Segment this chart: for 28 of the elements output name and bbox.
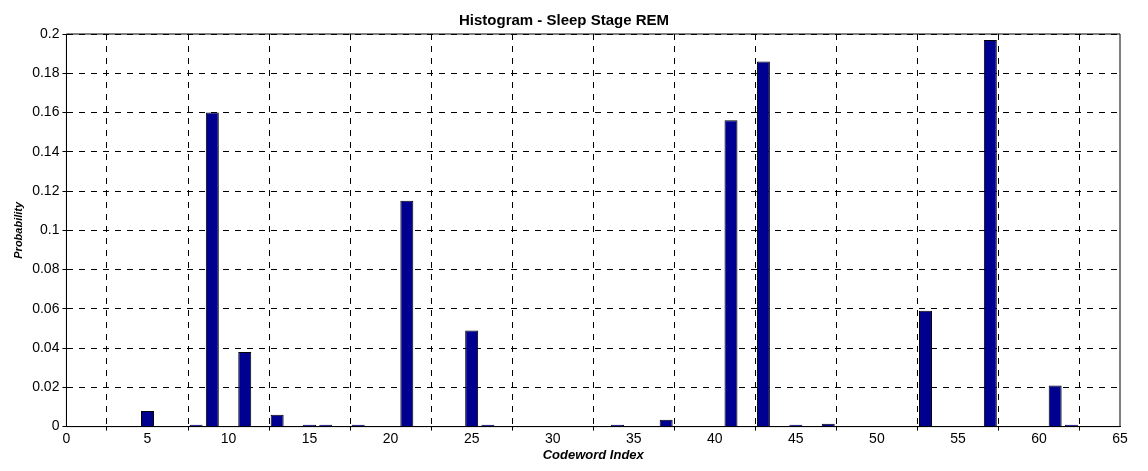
y-tick-label: 0.2: [39, 24, 60, 41]
y-tick-label: 0.06: [32, 299, 60, 316]
x-tick-label: 15: [301, 429, 318, 446]
y-tick-label: 0.02: [32, 378, 60, 395]
x-tick-label: 50: [869, 429, 885, 446]
y-tick-label: 0.18: [32, 64, 60, 81]
y-tick-label: 0.1: [39, 221, 60, 238]
x-tick-label: 55: [950, 429, 966, 446]
x-axis-title: Codeword Index: [542, 446, 645, 462]
x-tick-label: 25: [463, 429, 480, 446]
y-tick-label: 0: [51, 417, 60, 434]
y-tick-label: 0.14: [32, 142, 60, 159]
x-tick-label: 35: [625, 429, 642, 446]
x-tick-label: 10: [220, 429, 237, 446]
y-tick-label: 0.12: [32, 181, 60, 198]
x-tick-label: 60: [1031, 429, 1047, 446]
y-tick-label: 0.08: [32, 260, 60, 277]
x-tick-label: 5: [143, 429, 152, 446]
x-tick-label: 45: [788, 429, 804, 446]
x-tick-label: 30: [544, 429, 561, 446]
y-tick-label: 0.16: [32, 103, 60, 120]
y-tick-label: 0.04: [32, 338, 60, 355]
y-axis-title: Probability: [11, 201, 24, 259]
chart-title: Histogram - Sleep Stage REM: [458, 11, 670, 29]
x-tick-label: 40: [707, 429, 723, 446]
x-tick-label: 0: [62, 429, 71, 446]
x-tick-label: 65: [1112, 429, 1128, 446]
x-tick-label: 20: [382, 429, 399, 446]
